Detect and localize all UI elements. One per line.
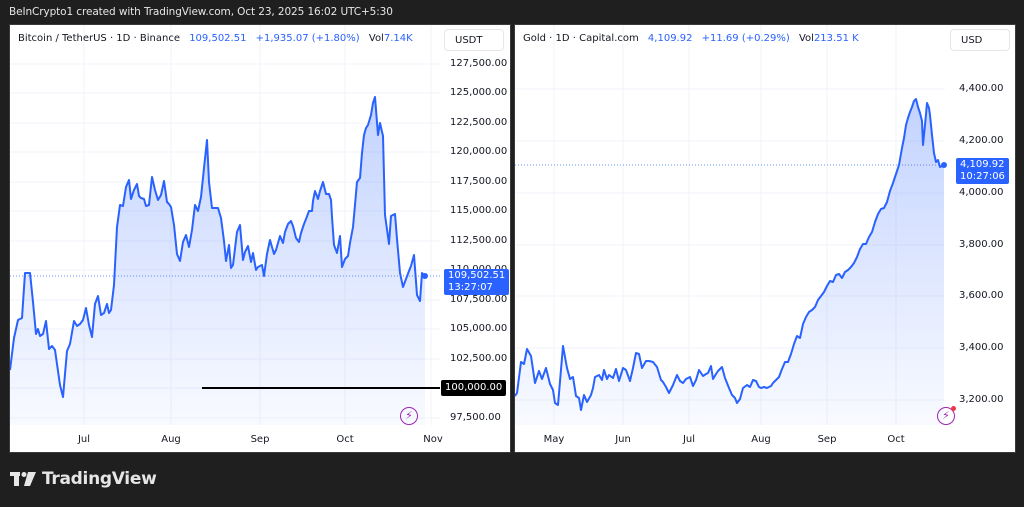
gold-volume-value: 213.51 K xyxy=(813,33,859,44)
gold-price-line xyxy=(515,98,945,411)
btc-price-tag-value: 109,502.51 xyxy=(448,270,506,281)
notification-dot-icon xyxy=(951,406,956,411)
gold-legend: Gold · 1D · Capital.com 4,109.92 +11.69 … xyxy=(523,33,865,44)
btc-volume-label: Vol xyxy=(368,33,384,44)
gold-x-tick: May xyxy=(543,434,565,445)
lightning-alert-icon[interactable]: ⚡ xyxy=(400,407,418,425)
gold-y-tick: 4,200.00 xyxy=(959,135,1004,146)
gold-x-tick: Jul xyxy=(682,434,696,445)
btc-y-tick: 107,500.00 xyxy=(450,294,508,305)
gold-change: +11.69 (+0.29%) xyxy=(701,33,790,44)
btc-candle-countdown: 13:27:07 xyxy=(448,282,493,293)
tradingview-logo-text: TradingView xyxy=(42,469,157,489)
gold-y-tick: 3,200.00 xyxy=(959,394,1004,405)
btc-price-line xyxy=(10,96,426,398)
gold-y-tick: 4,000.00 xyxy=(959,187,1004,198)
btc-last-price-dot xyxy=(422,273,428,279)
btc-last-price-tag: 109,502.51 13:27:07 xyxy=(444,269,510,295)
btc-y-tick: 97,500.00 xyxy=(450,412,501,423)
btc-legend: Bitcoin / TetherUS · 1D · Binance 109,50… xyxy=(18,33,419,44)
btc-symbol: Bitcoin / TetherUS · 1D · Binance xyxy=(18,33,180,44)
btc-y-tick: 120,000.00 xyxy=(450,146,508,157)
btc-x-tick: Oct xyxy=(336,434,354,445)
gold-chart-panel[interactable]: Gold · 1D · Capital.com 4,109.92 +11.69 … xyxy=(514,24,1016,453)
btc-currency-button[interactable]: USDT xyxy=(444,29,504,51)
btc-y-tick: 105,000.00 xyxy=(450,323,508,334)
gold-symbol: Gold · 1D · Capital.com xyxy=(523,33,639,44)
btc-y-tick: 112,500.00 xyxy=(450,235,508,246)
btc-volume-value: 7.14K xyxy=(383,33,413,44)
btc-area-fill xyxy=(10,97,425,425)
btc-x-tick: Aug xyxy=(161,434,181,445)
btc-y-tick: 102,500.00 xyxy=(450,353,508,364)
gold-x-tick: Sep xyxy=(817,434,837,445)
gold-currency-button[interactable]: USD xyxy=(950,29,1010,51)
gold-area-fill xyxy=(515,99,944,425)
lightning-alert-icon[interactable]: ⚡ xyxy=(937,406,956,425)
gold-last-price-dot xyxy=(941,162,947,168)
gold-price-tag-value: 4,109.92 xyxy=(960,159,1005,170)
gold-volume-label: Vol xyxy=(798,33,814,44)
btc-y-tick: 122,500.00 xyxy=(450,117,508,128)
btc-x-tick: Sep xyxy=(250,434,270,445)
btc-x-tick: Nov xyxy=(423,434,443,445)
btc-y-tick: 125,000.00 xyxy=(450,87,508,98)
gold-last-price-tag: 4,109.92 10:27:06 xyxy=(956,158,1009,184)
btc-y-tick: 117,500.00 xyxy=(450,176,508,187)
gold-y-tick: 4,400.00 xyxy=(959,83,1004,94)
gold-x-tick: Oct xyxy=(887,434,905,445)
btc-price-chart[interactable] xyxy=(10,25,511,453)
btc-change: +1,935.07 (+1.80%) xyxy=(255,33,360,44)
gold-price-chart[interactable] xyxy=(515,25,1016,453)
btc-y-tick: 115,000.00 xyxy=(450,205,508,216)
btc-chart-panel[interactable]: Bitcoin / TetherUS · 1D · Binance 109,50… xyxy=(9,24,511,453)
gold-y-tick: 3,800.00 xyxy=(959,239,1004,250)
gold-candle-countdown: 10:27:06 xyxy=(960,171,1005,182)
tradingview-logo[interactable]: TradingView xyxy=(10,469,157,489)
gold-y-tick: 3,400.00 xyxy=(959,342,1004,353)
gold-x-tick: Aug xyxy=(751,434,771,445)
gold-last-price: 4,109.92 xyxy=(647,33,693,44)
btc-x-tick: Jul xyxy=(77,434,91,445)
chart-attribution: BeInCrypto1 created with TradingView.com… xyxy=(9,6,393,18)
tradingview-logo-icon xyxy=(10,472,36,486)
btc-100k-level-tag: 100,000.00 xyxy=(441,380,507,396)
gold-y-tick: 3,600.00 xyxy=(959,290,1004,301)
btc-y-tick: 127,500.00 xyxy=(450,58,508,69)
btc-last-price: 109,502.51 xyxy=(189,33,247,44)
gold-x-tick: Jun xyxy=(615,434,631,445)
